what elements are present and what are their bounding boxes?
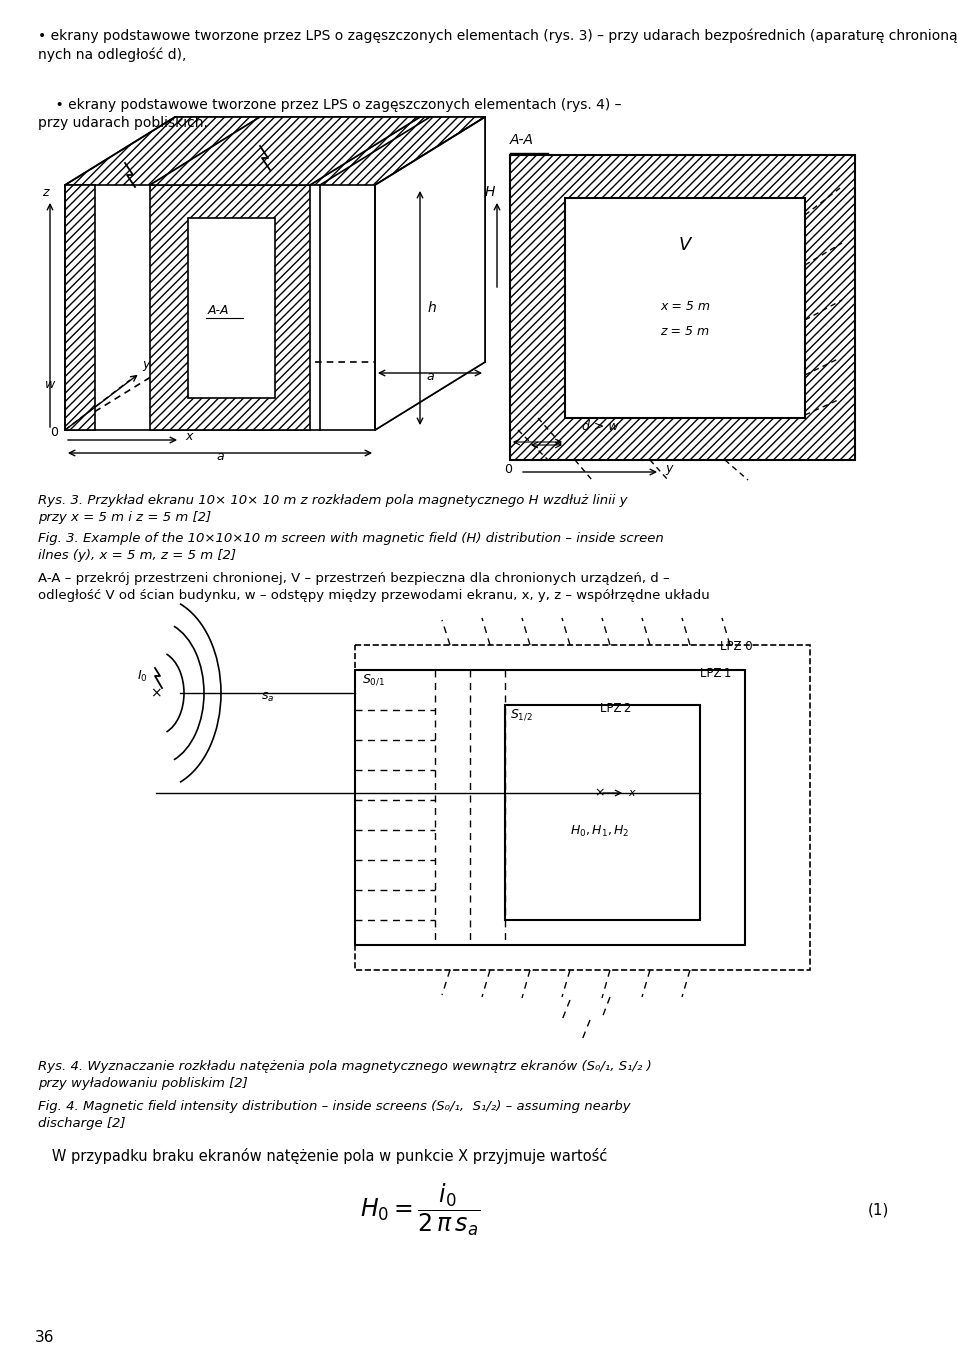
Polygon shape — [150, 117, 420, 185]
Text: ×: × — [595, 787, 605, 799]
Text: z = 5 m: z = 5 m — [660, 325, 709, 338]
Text: LPZ 0: LPZ 0 — [720, 640, 753, 653]
Text: H: H — [485, 185, 495, 199]
Text: W przypadku braku ekranów natężenie pola w punkcie X przyjmuje wartość: W przypadku braku ekranów natężenie pola… — [38, 1147, 608, 1164]
Text: x = 5 m: x = 5 m — [660, 299, 710, 313]
Text: 0: 0 — [504, 463, 512, 476]
Polygon shape — [510, 155, 855, 460]
Text: y: y — [142, 358, 150, 372]
Polygon shape — [65, 117, 485, 185]
Polygon shape — [150, 185, 310, 430]
Polygon shape — [375, 117, 485, 430]
Text: A-A: A-A — [208, 304, 229, 317]
Text: $H_0, H_1, H_2$: $H_0, H_1, H_2$ — [570, 823, 630, 840]
Text: Fig. 3. Example of the 10×10×10 m screen with magnetic field (H) distribution – : Fig. 3. Example of the 10×10×10 m screen… — [38, 532, 663, 562]
Polygon shape — [565, 197, 805, 418]
Text: z: z — [42, 186, 49, 199]
Text: y: y — [665, 461, 672, 475]
Text: x: x — [185, 430, 192, 442]
Text: 36: 36 — [36, 1331, 55, 1346]
Text: A-A – przekrój przestrzeni chronionej, V – przestrzeń bezpieczna dla chronionych: A-A – przekrój przestrzeni chronionej, V… — [38, 572, 709, 602]
Text: Fig. 4. Magnetic field intensity distribution – inside screens (S₀/₁,  S₁/₂) – a: Fig. 4. Magnetic field intensity distrib… — [38, 1100, 631, 1130]
Text: • ekrany podstawowe tworzone przez LPS o zagęszczonych elementach (rys. 3) – prz: • ekrany podstawowe tworzone przez LPS o… — [38, 29, 960, 61]
Text: LPZ 1: LPZ 1 — [700, 667, 732, 680]
Text: d > w: d > w — [582, 421, 618, 433]
Text: $H_0 = \dfrac{i_0}{2\,\pi\,s_a}$: $H_0 = \dfrac{i_0}{2\,\pi\,s_a}$ — [360, 1181, 480, 1239]
Text: x: x — [628, 788, 635, 798]
Text: d: d — [159, 329, 167, 343]
Polygon shape — [65, 185, 95, 430]
Text: A-A: A-A — [510, 133, 534, 147]
Text: Rys. 4. Wyznaczanie rozkładu natężenia pola magnetycznego wewnątrz ekranów (S₀/₁: Rys. 4. Wyznaczanie rozkładu natężenia p… — [38, 1060, 652, 1090]
Text: $I_0$: $I_0$ — [137, 670, 148, 685]
Text: (1): (1) — [867, 1203, 889, 1218]
Text: w: w — [280, 410, 290, 423]
Text: 0: 0 — [50, 426, 58, 440]
Text: V: V — [679, 235, 691, 255]
Text: Rys. 3. Przykład ekranu 10× 10× 10 m z rozkładem pola magnetycznego H wzdłuż lin: Rys. 3. Przykład ekranu 10× 10× 10 m z r… — [38, 494, 628, 524]
Text: a: a — [426, 370, 434, 382]
Text: $S_{0/1}$: $S_{0/1}$ — [362, 672, 385, 686]
Polygon shape — [188, 218, 275, 397]
Text: w: w — [45, 378, 55, 391]
Text: $S_{1/2}$: $S_{1/2}$ — [510, 706, 533, 721]
Text: a: a — [216, 450, 224, 463]
Text: h: h — [428, 301, 437, 314]
Text: LPZ 2: LPZ 2 — [600, 702, 632, 715]
Text: $s_a$: $s_a$ — [261, 691, 275, 704]
Text: • ekrany podstawowe tworzone przez LPS o zagęszczonych elementach (rys. 4) –
prz: • ekrany podstawowe tworzone przez LPS o… — [38, 98, 621, 131]
Text: ×: × — [150, 686, 162, 700]
